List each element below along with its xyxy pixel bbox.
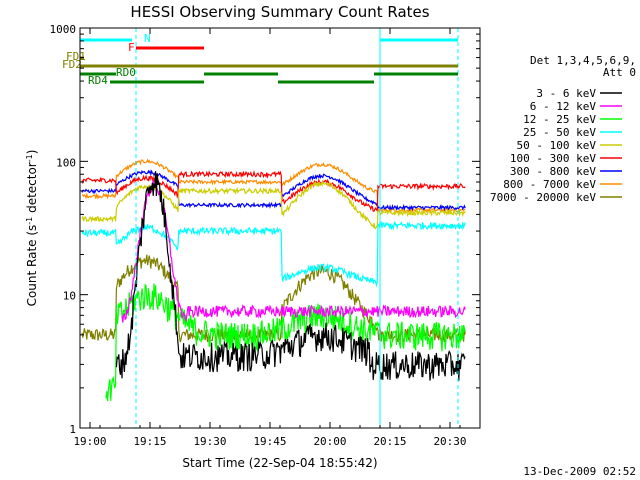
flag-bar-label: FD2 <box>62 58 82 71</box>
y-tick-label: 10 <box>63 290 76 303</box>
y-tick-label: 1000 <box>50 23 77 36</box>
legend-label: 50 - 100 keV <box>517 139 597 152</box>
x-tick-label: 19:00 <box>73 435 106 448</box>
x-tick-label: 20:30 <box>433 435 466 448</box>
timestamp: 13-Dec-2009 02:52 <box>523 465 636 478</box>
series-line <box>121 180 466 323</box>
legend-label: 800 - 7000 keV <box>503 178 596 191</box>
x-axis-label: Start Time (22-Sep-04 18:55:42) <box>182 456 377 470</box>
flag-bar-label: FD1 <box>66 50 86 63</box>
legend-label: 3 - 6 keV <box>536 87 596 100</box>
series-line <box>81 179 466 230</box>
legend-label: 6 - 12 keV <box>530 100 597 113</box>
legend-header: Det 1,3,4,5,6,9, <box>530 54 636 67</box>
series-line <box>81 220 466 288</box>
x-tick-label: 20:15 <box>373 435 406 448</box>
x-tick-label: 20:00 <box>313 435 346 448</box>
y-tick-label: 100 <box>56 156 76 169</box>
flag-bar-label: N <box>144 32 151 45</box>
series-line <box>81 169 466 213</box>
series-line <box>81 169 466 212</box>
legend-label: 300 - 800 keV <box>510 165 596 178</box>
x-axis-ticks: 19:00 19:15 19:30 19:45 20:00 20:15 20:30 <box>73 28 467 448</box>
x-tick-label: 19:30 <box>193 435 226 448</box>
y-axis-ticks: 1 10 100 1000 <box>50 23 480 436</box>
legend-label: 100 - 300 keV <box>510 152 596 165</box>
flag-bar-label: F <box>128 41 135 54</box>
series-line <box>115 171 466 381</box>
legend-label: 25 - 50 keV <box>523 126 596 139</box>
series-line <box>105 283 466 402</box>
x-tick-label: 19:15 <box>133 435 166 448</box>
y-tick-label: 1 <box>69 423 76 436</box>
x-tick-label: 19:45 <box>253 435 286 448</box>
flag-bar-label: RD0 <box>116 66 136 79</box>
flag-bar-label: RD4 <box>88 74 108 87</box>
legend-header: Att 0 <box>603 66 636 79</box>
legend-label: 7000 - 20000 keV <box>490 191 596 204</box>
y-axis-label: Count Rate (s-1 detector-1) <box>25 150 39 307</box>
chart-title: HESSI Observing Summary Count Rates <box>130 3 429 21</box>
legend-label: 12 - 25 keV <box>523 113 596 126</box>
